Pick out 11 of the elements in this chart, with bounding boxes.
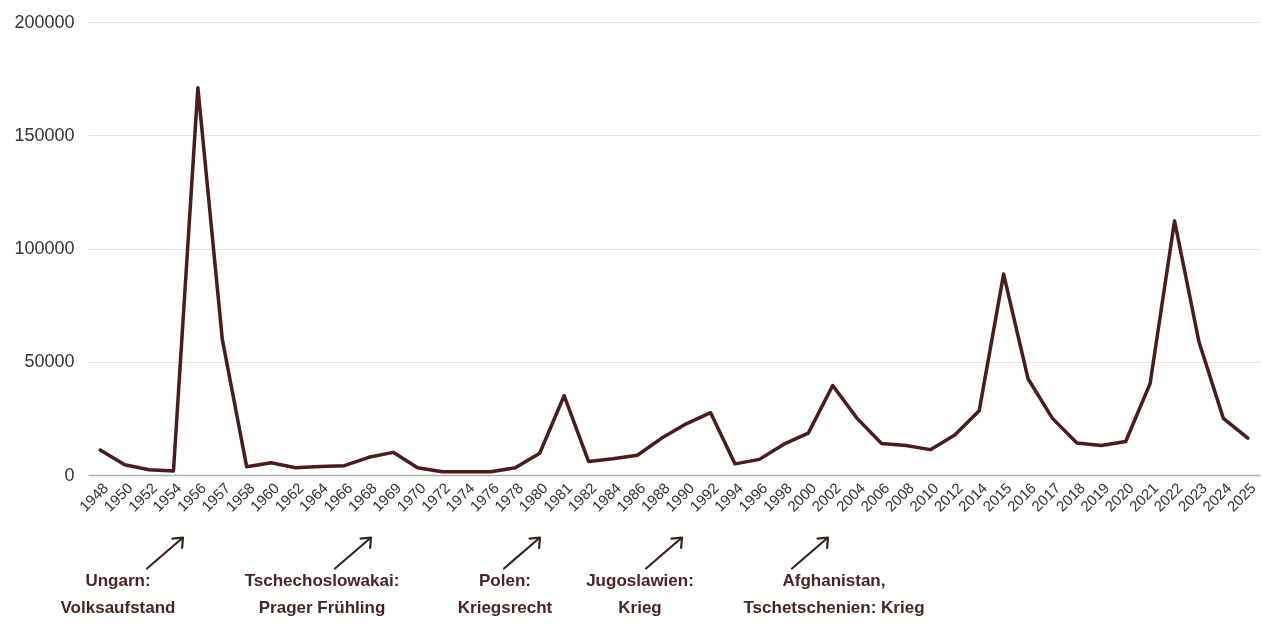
text: Jugoslawien: Krieg	[586, 571, 694, 617]
text: Ungarn: Volksaufstand	[60, 571, 176, 617]
line-series	[98, 85, 1250, 474]
text: Afghanistan, Tschetschenien: Krieg	[743, 571, 925, 617]
y-tick-label: 100000	[14, 238, 75, 258]
y-tick-label: 50000	[24, 351, 75, 372]
y-tick-label: 150000	[14, 124, 75, 145]
y-tick-label: 200000	[14, 11, 75, 32]
text: Tschechoslowakai: Prager Frühling	[244, 571, 400, 617]
text: Polen: Kriegsrecht	[457, 571, 553, 617]
y-tick-label: 0	[64, 464, 75, 485]
